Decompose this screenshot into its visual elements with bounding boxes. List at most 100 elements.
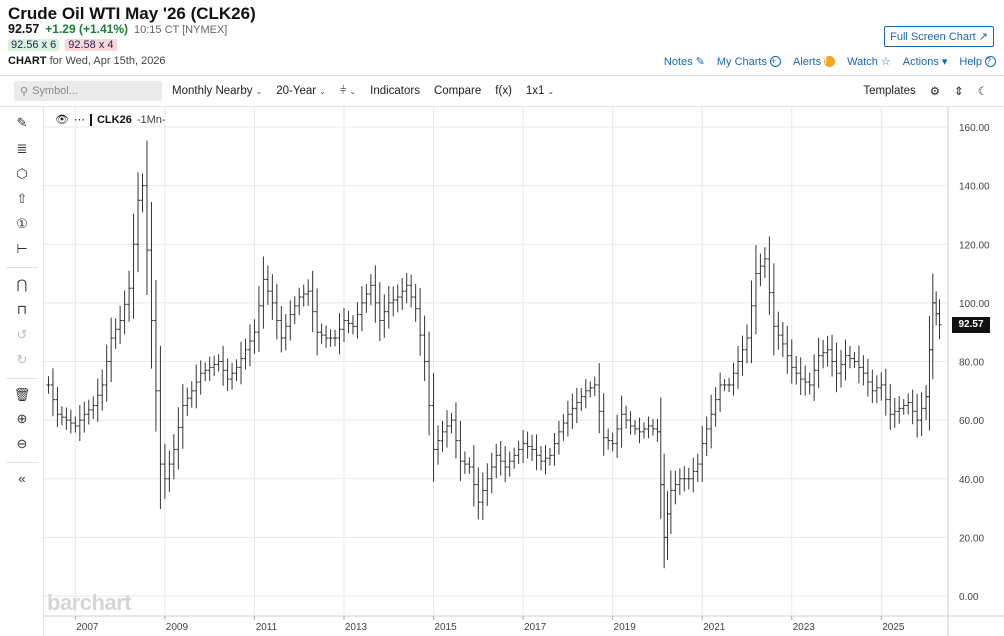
y-tick-label: 20.00 <box>959 533 984 544</box>
trash-icon[interactable]: 🗑 <box>13 387 31 402</box>
x-tick-label: 2023 <box>793 622 816 633</box>
layout-label: 1x1 <box>525 85 545 97</box>
y-tick-label: 80.00 <box>959 358 984 369</box>
bid-badge: 92.56 x 6 <box>8 39 60 51</box>
notes-label: Notes <box>663 55 693 68</box>
expand-icon[interactable]: ⇕ <box>954 86 964 98</box>
alert-icon: ! <box>824 56 836 67</box>
x-tick-label: 2017 <box>524 622 547 633</box>
chart-legend: 👁 ⋯ CLK26 -1Mn- <box>55 113 166 126</box>
watch-link[interactable]: Watch ☆ <box>847 55 891 69</box>
star-icon: ☆ <box>880 56 891 68</box>
question-icon: ? <box>985 56 996 67</box>
annotation-icon[interactable]: ① <box>16 216 28 231</box>
indicators-button[interactable]: Indicators <box>370 85 420 97</box>
lock-icon[interactable]: ⊓ <box>16 302 28 317</box>
y-tick-label: 140.00 <box>959 182 990 193</box>
price-change: +1.29 (+1.41%) <box>45 22 129 36</box>
full-screen-button[interactable]: Full Screen Chart ↗ <box>884 26 994 47</box>
x-tick-label: 2015 <box>434 622 457 633</box>
alerts-link[interactable]: Alerts! <box>793 55 836 68</box>
ask-badge: 92.58 x 4 <box>65 39 117 51</box>
chevron-down-icon: ⌄ <box>547 86 555 96</box>
range-label: 20-Year <box>276 85 317 97</box>
page-title: Crude Oil WTI May '26 (CLK26) <box>8 4 256 23</box>
help-label: Help <box>959 55 982 68</box>
barchart-logo: barchart <box>47 590 132 615</box>
search-placeholder: Symbol... <box>32 85 78 97</box>
more-icon[interactable]: ⋯ <box>73 114 85 126</box>
drawing-toolbar: ✎ ≣ ⬡ ⇧ ① ⊢ ⋂ ⊓ ↺ ↻ 🗑 ⊕ ⊖ « <box>0 107 44 636</box>
x-tick-label: 2025 <box>882 622 905 633</box>
period-label: Monthly Nearby <box>172 85 253 97</box>
notes-link[interactable]: Notes ✎ <box>663 55 705 69</box>
chevron-down-icon: ⌄ <box>319 86 326 96</box>
arrow-icon[interactable]: ⇧ <box>16 191 28 206</box>
full-screen-label: Full Screen Chart <box>890 31 976 43</box>
my-charts-link[interactable]: My Charts + <box>717 55 781 68</box>
legend-symbol: CLK26 <box>96 113 132 126</box>
caret-down-icon: ▾ <box>941 56 948 68</box>
y-tick-label: 0.00 <box>959 592 979 603</box>
x-tick-label: 2009 <box>166 622 189 633</box>
top-links: Notes ✎ My Charts + Alerts! Watch ☆ Actions… <box>664 55 996 68</box>
chart-date-label: CHART for Wed, Apr 15th, 2026 <box>8 55 166 67</box>
watch-label: Watch <box>847 55 878 68</box>
period-dropdown[interactable]: Monthly Nearby ⌄ <box>172 85 262 97</box>
chevron-down-icon: ⌄ <box>255 86 263 96</box>
symbol-search-input[interactable]: ⚲ Symbol... <box>14 81 162 101</box>
pencil-icon[interactable]: ✎ <box>16 115 28 130</box>
external-link-icon: ↗ <box>978 31 988 43</box>
fx-button[interactable]: f(x) <box>495 85 512 97</box>
chart-toolbar: ⚲ Symbol... Monthly Nearby ⌄ 20-Year ⌄ ⫩ ⌄ I… <box>0 75 1004 107</box>
y-tick-label: 40.00 <box>959 475 984 486</box>
templates-button[interactable]: Templates <box>863 85 916 97</box>
magnet-icon[interactable]: ⋂ <box>16 277 28 292</box>
actions-label: Actions <box>902 55 939 68</box>
legend-period: -1Mn- <box>136 113 166 126</box>
search-icon: ⚲ <box>20 85 29 98</box>
toolbar-divider <box>6 462 38 463</box>
chart-type-dropdown[interactable]: ⫩ ⌄ <box>340 85 356 98</box>
range-dropdown[interactable]: 20-Year ⌄ <box>276 85 326 97</box>
x-tick-label: 2011 <box>256 622 278 633</box>
my-charts-label: My Charts <box>716 55 767 68</box>
pencil-square-icon: ✎ <box>695 56 705 68</box>
measure-icon[interactable]: ⊢ <box>16 241 28 256</box>
y-tick-label: 120.00 <box>959 240 990 251</box>
y-tick-label: 60.00 <box>959 416 984 427</box>
last-price: 92.57 <box>8 22 40 36</box>
chart-label: CHART <box>8 55 47 67</box>
x-tick-label: 2021 <box>703 622 726 633</box>
last-price-badge: 92.57 <box>952 317 990 333</box>
bid-ask: 92.56 x 6 92.58 x 4 <box>8 39 117 51</box>
shape-icon[interactable]: ⬡ <box>16 166 28 181</box>
dark-mode-icon[interactable]: ☾ <box>977 86 988 98</box>
chevron-down-icon: ⌄ <box>349 86 357 96</box>
redo-icon[interactable]: ↻ <box>16 352 28 367</box>
eye-icon[interactable]: 👁 <box>55 114 69 126</box>
compare-button[interactable]: Compare <box>433 85 482 97</box>
x-tick-label: 2013 <box>345 622 368 633</box>
y-tick-label: 160.00 <box>959 123 990 134</box>
help-link[interactable]: Help? <box>959 55 996 68</box>
undo-icon[interactable]: ↺ <box>16 327 28 342</box>
zoom-in-icon[interactable]: ⊕ <box>16 411 28 426</box>
bar-type-icon: ⫩ <box>339 84 347 97</box>
actions-link[interactable]: Actions ▾ <box>902 55 948 69</box>
gear-icon[interactable]: ⚙ <box>929 86 941 98</box>
layout-dropdown[interactable]: 1x1 ⌄ <box>526 85 554 97</box>
fib-icon[interactable]: ≣ <box>16 141 28 156</box>
x-tick-label: 2019 <box>614 622 637 633</box>
chart-date: for Wed, Apr 15th, 2026 <box>49 55 166 67</box>
toolbar-divider <box>6 267 38 268</box>
zoom-out-icon[interactable]: ⊖ <box>16 436 28 451</box>
toolbar-right: Templates ⚙ ⇕ ☾ <box>863 76 1004 106</box>
plus-circle-icon: + <box>770 56 781 67</box>
alerts-label: Alerts <box>793 55 822 68</box>
quote-line: 92.57 +1.29 (+1.41%) 10:15 CT [NYMEX] <box>8 22 227 36</box>
y-tick-label: 100.00 <box>959 299 990 310</box>
collapse-icon[interactable]: « <box>18 470 26 486</box>
toolbar-divider <box>6 378 38 379</box>
